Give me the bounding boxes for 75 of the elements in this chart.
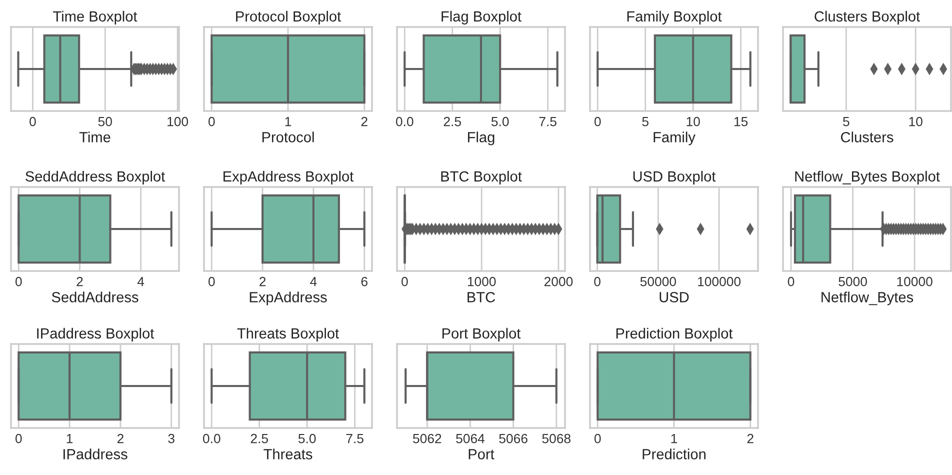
x-axis-title: Time bbox=[79, 132, 110, 142]
x-tick-label: 0 bbox=[788, 276, 794, 286]
chart-title: ExpAddress Boxplot bbox=[224, 170, 354, 184]
chart-title: Port Boxplot bbox=[442, 328, 521, 342]
x-tick-label: 50 bbox=[98, 116, 112, 126]
chart-title: Netflow_Bytes Boxplot bbox=[795, 170, 940, 184]
x-tick-label: 0.0 bbox=[396, 116, 414, 126]
x-tick-label: 5066 bbox=[499, 434, 528, 444]
x-tick-label: 2.5 bbox=[250, 434, 268, 444]
x-axis-title: Port bbox=[468, 449, 494, 460]
x-tick-label: 1 bbox=[66, 434, 73, 444]
chart-title: SeddAddress Boxplot bbox=[26, 170, 166, 184]
chart-title: Clusters Boxplot bbox=[814, 10, 920, 24]
x-tick-label: 1 bbox=[285, 117, 292, 126]
x-tick-label: 7.5 bbox=[346, 434, 364, 444]
x-axis-title: Clusters bbox=[841, 132, 894, 142]
x-tick-label: 7.5 bbox=[539, 117, 556, 126]
x-axis-title: ExpAddress bbox=[250, 292, 327, 306]
chart-title: Time Boxplot bbox=[53, 10, 138, 24]
x-tick-label: 1000 bbox=[468, 276, 496, 286]
x-tick-label: 0 bbox=[30, 116, 36, 126]
x-tick-label: 3 bbox=[168, 434, 174, 444]
x-axis-title: Protocol bbox=[262, 132, 314, 142]
x-tick-label: 6 bbox=[361, 276, 368, 286]
chart-title: BTC Boxplot bbox=[441, 170, 522, 184]
x-tick-label: 0 bbox=[208, 276, 215, 286]
x-tick-label: 0 bbox=[15, 276, 22, 286]
chart-title: IPaddress Boxplot bbox=[37, 328, 154, 342]
chart-title: Protocol Boxplot bbox=[236, 10, 341, 24]
x-axis-title: Family bbox=[654, 132, 696, 146]
x-axis-title: Threats bbox=[264, 448, 312, 460]
x-tick-label: 50000 bbox=[640, 276, 676, 286]
x-axis-title: SeddAddress bbox=[52, 292, 138, 302]
x-tick-label: 5.0 bbox=[491, 116, 509, 126]
x-axis-title: BTC bbox=[468, 292, 496, 302]
x-tick-label: 2 bbox=[76, 276, 83, 286]
x-tick-label: 10 bbox=[909, 116, 922, 126]
chart-title: Threats Boxplot bbox=[237, 328, 339, 342]
x-axis-title: Netflow_Bytes bbox=[822, 292, 914, 306]
x-tick-label: 5068 bbox=[542, 434, 570, 444]
x-tick-label: 4 bbox=[137, 277, 144, 286]
x-tick-label: 5000 bbox=[838, 276, 867, 286]
chart-title: Prediction Boxplot bbox=[616, 328, 733, 342]
x-tick-label: 0.0 bbox=[202, 434, 220, 444]
x-tick-label: 0 bbox=[594, 276, 600, 286]
x-tick-label: 0 bbox=[208, 116, 215, 126]
x-tick-label: 2 bbox=[260, 276, 266, 286]
chart-title: Flag Boxplot bbox=[442, 10, 522, 24]
chart-title: Family Boxplot bbox=[627, 10, 722, 24]
x-axis-title: Flag bbox=[468, 132, 494, 146]
x-tick-label: 5062 bbox=[413, 434, 442, 444]
x-tick-label: 2.5 bbox=[444, 116, 461, 126]
x-tick-label: 0 bbox=[15, 434, 22, 444]
x-tick-label: 10000 bbox=[897, 276, 932, 286]
x-tick-label: 100 bbox=[168, 116, 188, 126]
x-tick-label: 0 bbox=[594, 116, 601, 126]
x-tick-label: 1 bbox=[671, 434, 678, 444]
x-tick-label: 2 bbox=[117, 434, 124, 444]
x-tick-label: 5064 bbox=[456, 434, 485, 444]
x-tick-label: 5 bbox=[843, 117, 850, 126]
x-tick-label: 10 bbox=[686, 116, 700, 126]
chart-title: USD Boxplot bbox=[633, 170, 716, 184]
x-tick-label: 0 bbox=[402, 276, 408, 286]
x-tick-label: 0 bbox=[594, 434, 601, 444]
x-axis-title: IPaddress bbox=[64, 448, 128, 460]
x-axis-title: Prediction bbox=[642, 448, 706, 460]
x-tick-label: 100000 bbox=[698, 276, 741, 286]
x-tick-label: 5.0 bbox=[298, 434, 316, 444]
x-tick-label: 2 bbox=[361, 116, 368, 126]
x-tick-label: 5 bbox=[642, 117, 648, 126]
x-tick-label: 2000 bbox=[544, 276, 573, 286]
x-axis-title: USD bbox=[660, 292, 689, 302]
x-tick-label: 15 bbox=[734, 117, 748, 126]
x-tick-label: 2 bbox=[747, 434, 754, 444]
x-tick-label: 4 bbox=[310, 277, 317, 286]
